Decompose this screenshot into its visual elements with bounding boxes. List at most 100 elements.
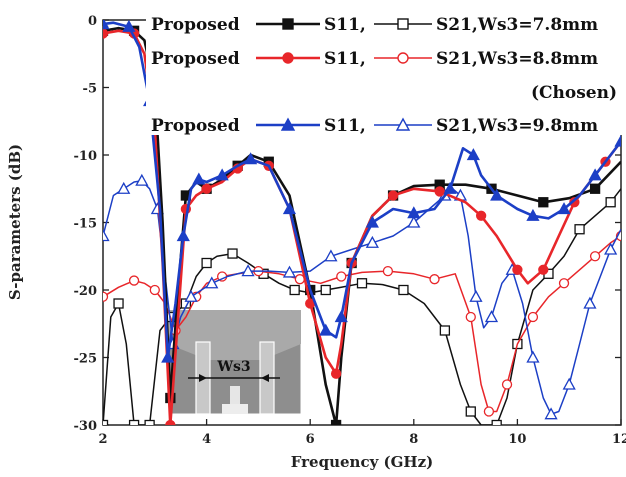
x-tick-label: 12 [612,432,626,447]
data-point-marker [336,271,347,282]
legend-row-2-s11-marker [282,52,294,64]
y-tick-label: -10 [74,149,98,164]
legend-chosen-note: (Chosen) [531,83,617,103]
data-point-marker [117,181,131,194]
data-point-marker [526,350,540,363]
data-point-marker [562,377,576,390]
legend-row-3-s11-label: S11, [324,116,366,136]
y-tick-label: 0 [88,14,97,29]
data-point-marker [320,284,331,296]
data-point-marker [356,278,368,289]
data-point-marker [330,368,342,379]
data-point-marker [475,210,487,221]
series-line [103,29,621,425]
data-point-marker [491,419,502,425]
x-axis-ticks: 2 4 6 8 10 12 [98,20,626,447]
data-point-marker [365,215,379,228]
data-point-marker [490,188,504,201]
data-point-marker [466,148,480,161]
data-point-marker [113,298,124,309]
data-point-marker [128,419,140,425]
data-point-marker [469,289,483,302]
series-s11-ws3-9-8mm [103,20,621,363]
data-point-marker [407,215,421,228]
data-point-marker [135,173,149,186]
data-point-marker [512,264,523,275]
inset-feed-line [230,386,240,406]
inset-feed-pad [222,404,248,414]
data-point-marker [583,296,597,309]
data-point-marker [176,229,190,242]
data-point-marker [165,419,176,425]
data-point-marker [205,276,219,289]
inset-left-arrowhead [199,374,207,382]
legend-row-3-s11-marker [280,117,296,131]
legend-row-2-s11-label: S11, [324,49,366,69]
data-point-marker [558,278,570,289]
data-point-marker [128,275,140,286]
data-point-marker [526,208,540,221]
legend-row-2-s21-marker [397,52,409,64]
data-point-marker [215,168,229,181]
data-point-marker [465,406,476,417]
data-point-marker [244,152,258,165]
inset-right-arrowhead [261,374,269,382]
inset-ws3-label: Ws3 [216,359,250,375]
legend-background [146,14,624,135]
y-tick-label: -15 [74,217,98,232]
series-line [103,21,621,359]
data-point-marker [330,419,342,425]
legend: Proposed S11, S21,Ws3=7.8mm Proposed S11… [146,14,624,136]
data-point-marker [615,230,621,242]
series-layer [103,20,621,425]
legend-row-3-s21-label: S21,Ws3=9.8mm [436,116,598,136]
x-tick-label: 10 [508,432,526,447]
legend-row-1: Proposed S11, S21,Ws3=7.8mm [151,15,598,35]
data-point-marker [429,274,440,285]
x-tick-label: 4 [202,432,211,447]
data-point-marker [614,134,621,147]
data-point-marker [588,168,602,181]
data-point-marker [382,265,394,277]
data-point-marker [103,20,110,30]
data-point-marker [443,181,457,194]
x-tick-label: 2 [98,432,107,447]
data-point-marker [557,202,571,215]
data-point-marker [103,291,109,302]
data-point-marker [241,264,255,277]
data-point-marker [149,284,160,296]
x-axis-title: Frequency (GHz) [291,453,433,471]
data-point-marker [103,28,109,39]
data-point-marker [103,419,109,425]
data-point-marker [319,323,333,336]
legend-row-1-s11-label: S11, [324,15,366,35]
legend-row-2-prefix: Proposed [151,49,240,69]
data-point-marker [538,197,549,208]
data-point-marker [227,248,238,259]
data-point-marker [334,310,348,323]
data-point-marker [324,249,338,262]
data-point-marker [434,186,445,197]
data-point-marker [387,190,399,201]
legend-row-1-s21-label: S21,Ws3=7.8mm [436,15,598,35]
data-point-marker [589,251,601,262]
x-tick-label: 6 [306,432,315,447]
data-point-marker [201,183,212,194]
data-point-marker [161,350,175,363]
y-tick-label: -20 [74,284,98,299]
y-tick-label: -5 [83,82,97,97]
data-point-marker [483,406,495,417]
x-tick-label: 8 [409,432,418,447]
data-point-marker [282,202,297,215]
data-point-marker [398,284,409,296]
data-point-marker [501,379,513,390]
data-point-marker [465,311,476,323]
legend-row-3-prefix: Proposed [151,116,240,136]
data-point-marker [544,407,558,420]
data-point-marker [605,197,616,208]
legend-row-2: Proposed S11, S21,Ws3=8.8mm (Chosen) [151,49,617,103]
legend-row-3: Proposed S11, S21,Ws3=9.8mm [151,116,598,136]
data-point-marker [192,172,206,185]
data-point-marker [201,257,212,269]
data-point-marker [484,310,499,323]
